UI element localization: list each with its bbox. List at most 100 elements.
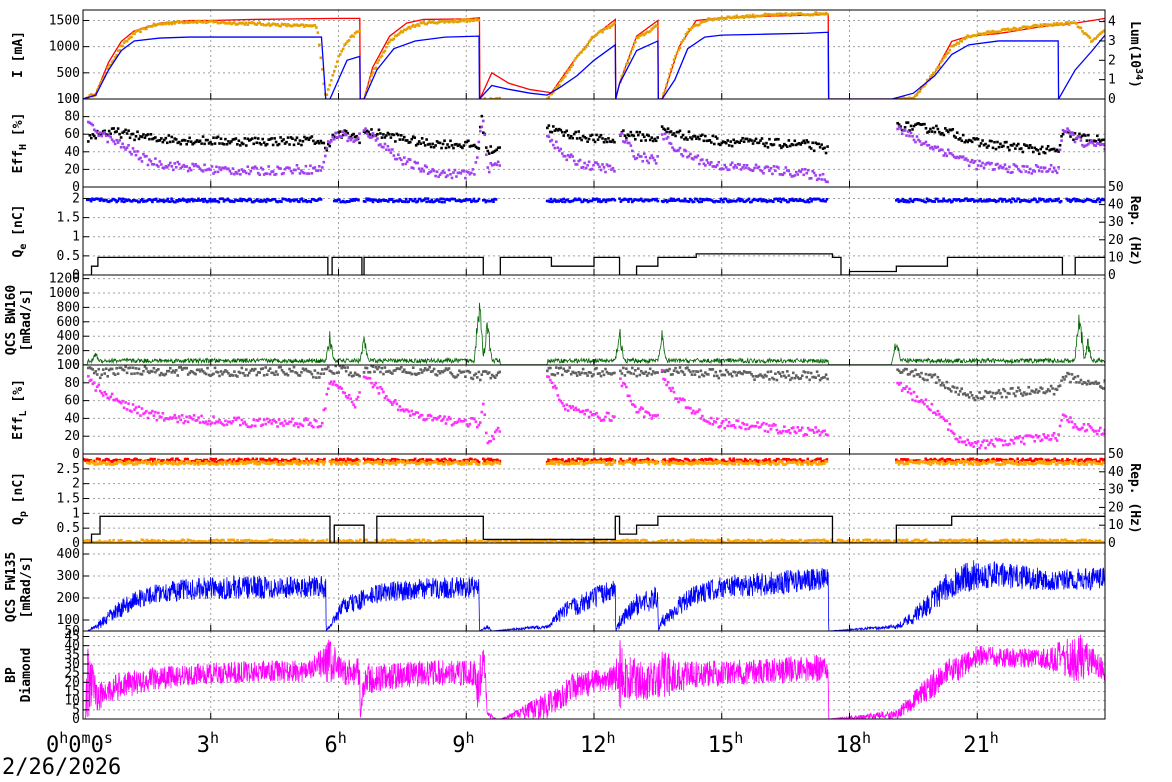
data-point xyxy=(994,147,998,151)
data-point xyxy=(209,140,212,144)
data-point xyxy=(756,375,759,378)
data-point xyxy=(398,405,402,408)
data-point xyxy=(732,166,735,169)
data-point xyxy=(664,198,668,202)
data-point xyxy=(803,370,807,374)
data-point xyxy=(671,199,674,202)
data-point xyxy=(410,409,414,413)
data-point xyxy=(1066,418,1069,422)
data-point xyxy=(200,169,203,172)
data-point xyxy=(1057,150,1060,153)
data-point xyxy=(917,121,920,125)
data-point xyxy=(303,25,306,28)
ytick-label: 1000 xyxy=(49,286,80,301)
data-point xyxy=(288,143,291,146)
data-point xyxy=(335,457,338,461)
data-point xyxy=(189,140,193,143)
data-point xyxy=(1100,142,1104,146)
data-point xyxy=(185,20,188,23)
data-point xyxy=(561,200,564,204)
data-point xyxy=(1038,197,1041,200)
data-point xyxy=(237,139,241,143)
data-point xyxy=(88,134,92,137)
data-point xyxy=(101,132,105,135)
data-point xyxy=(394,399,397,402)
data-point xyxy=(1094,200,1098,204)
data-point xyxy=(322,82,326,86)
data-point xyxy=(310,172,314,175)
data-point xyxy=(112,372,115,375)
data-point xyxy=(932,411,935,415)
data-point xyxy=(939,383,943,387)
data-point xyxy=(370,198,374,201)
ytick-label: 0 xyxy=(72,447,80,462)
data-point xyxy=(656,371,659,374)
data-point xyxy=(674,366,677,370)
data-point xyxy=(742,370,746,373)
data-point xyxy=(566,198,569,202)
data-point xyxy=(477,147,481,150)
data-point xyxy=(471,19,475,23)
data-point xyxy=(809,147,813,150)
data-point xyxy=(766,165,770,169)
data-point xyxy=(900,371,904,374)
data-point xyxy=(258,173,262,177)
data-point xyxy=(1058,22,1062,26)
data-point xyxy=(112,127,115,130)
data-point xyxy=(234,23,238,26)
data-point xyxy=(1039,23,1042,26)
data-point xyxy=(1046,434,1050,437)
data-point xyxy=(436,458,440,461)
data-point xyxy=(739,372,743,375)
data-point xyxy=(97,383,101,387)
data-point xyxy=(352,403,355,407)
data-point xyxy=(638,130,642,134)
data-point xyxy=(1021,457,1025,461)
data-point xyxy=(483,198,486,202)
data-point xyxy=(247,458,251,462)
data-point xyxy=(170,197,173,201)
data-point xyxy=(438,371,442,375)
data-point xyxy=(487,440,491,443)
data-point xyxy=(684,406,688,409)
data-point xyxy=(326,387,330,391)
data-point xyxy=(318,425,321,428)
data-point xyxy=(242,422,245,425)
data-point xyxy=(824,433,828,436)
data-point xyxy=(309,200,313,204)
data-point xyxy=(258,141,262,145)
data-point xyxy=(683,398,686,402)
data-point xyxy=(546,126,549,130)
data-point xyxy=(642,135,646,139)
data-point xyxy=(660,133,664,136)
data-point xyxy=(283,373,287,376)
data-point xyxy=(1030,172,1034,175)
data-point xyxy=(310,24,314,28)
data-point xyxy=(906,390,910,394)
data-point xyxy=(268,419,272,422)
data-point xyxy=(139,135,142,138)
data-point xyxy=(748,14,752,17)
data-point xyxy=(154,24,157,27)
data-point xyxy=(701,158,704,161)
data-point xyxy=(173,137,177,140)
data-point xyxy=(632,458,635,461)
data-point xyxy=(806,457,810,461)
data-point xyxy=(98,376,102,380)
data-point xyxy=(946,51,950,55)
data-point xyxy=(489,161,493,165)
data-point xyxy=(729,424,732,428)
data-point xyxy=(265,373,269,376)
data-point xyxy=(134,30,138,33)
data-point xyxy=(298,24,302,27)
data-point xyxy=(313,23,317,27)
data-point xyxy=(560,130,564,134)
data-point xyxy=(1002,443,1005,447)
data-point xyxy=(92,371,96,375)
data-point xyxy=(145,27,148,31)
ytick-label: 1 xyxy=(72,230,80,245)
data-point xyxy=(239,197,242,201)
data-point xyxy=(338,134,342,138)
data-point xyxy=(1085,143,1089,147)
data-point xyxy=(148,411,151,415)
